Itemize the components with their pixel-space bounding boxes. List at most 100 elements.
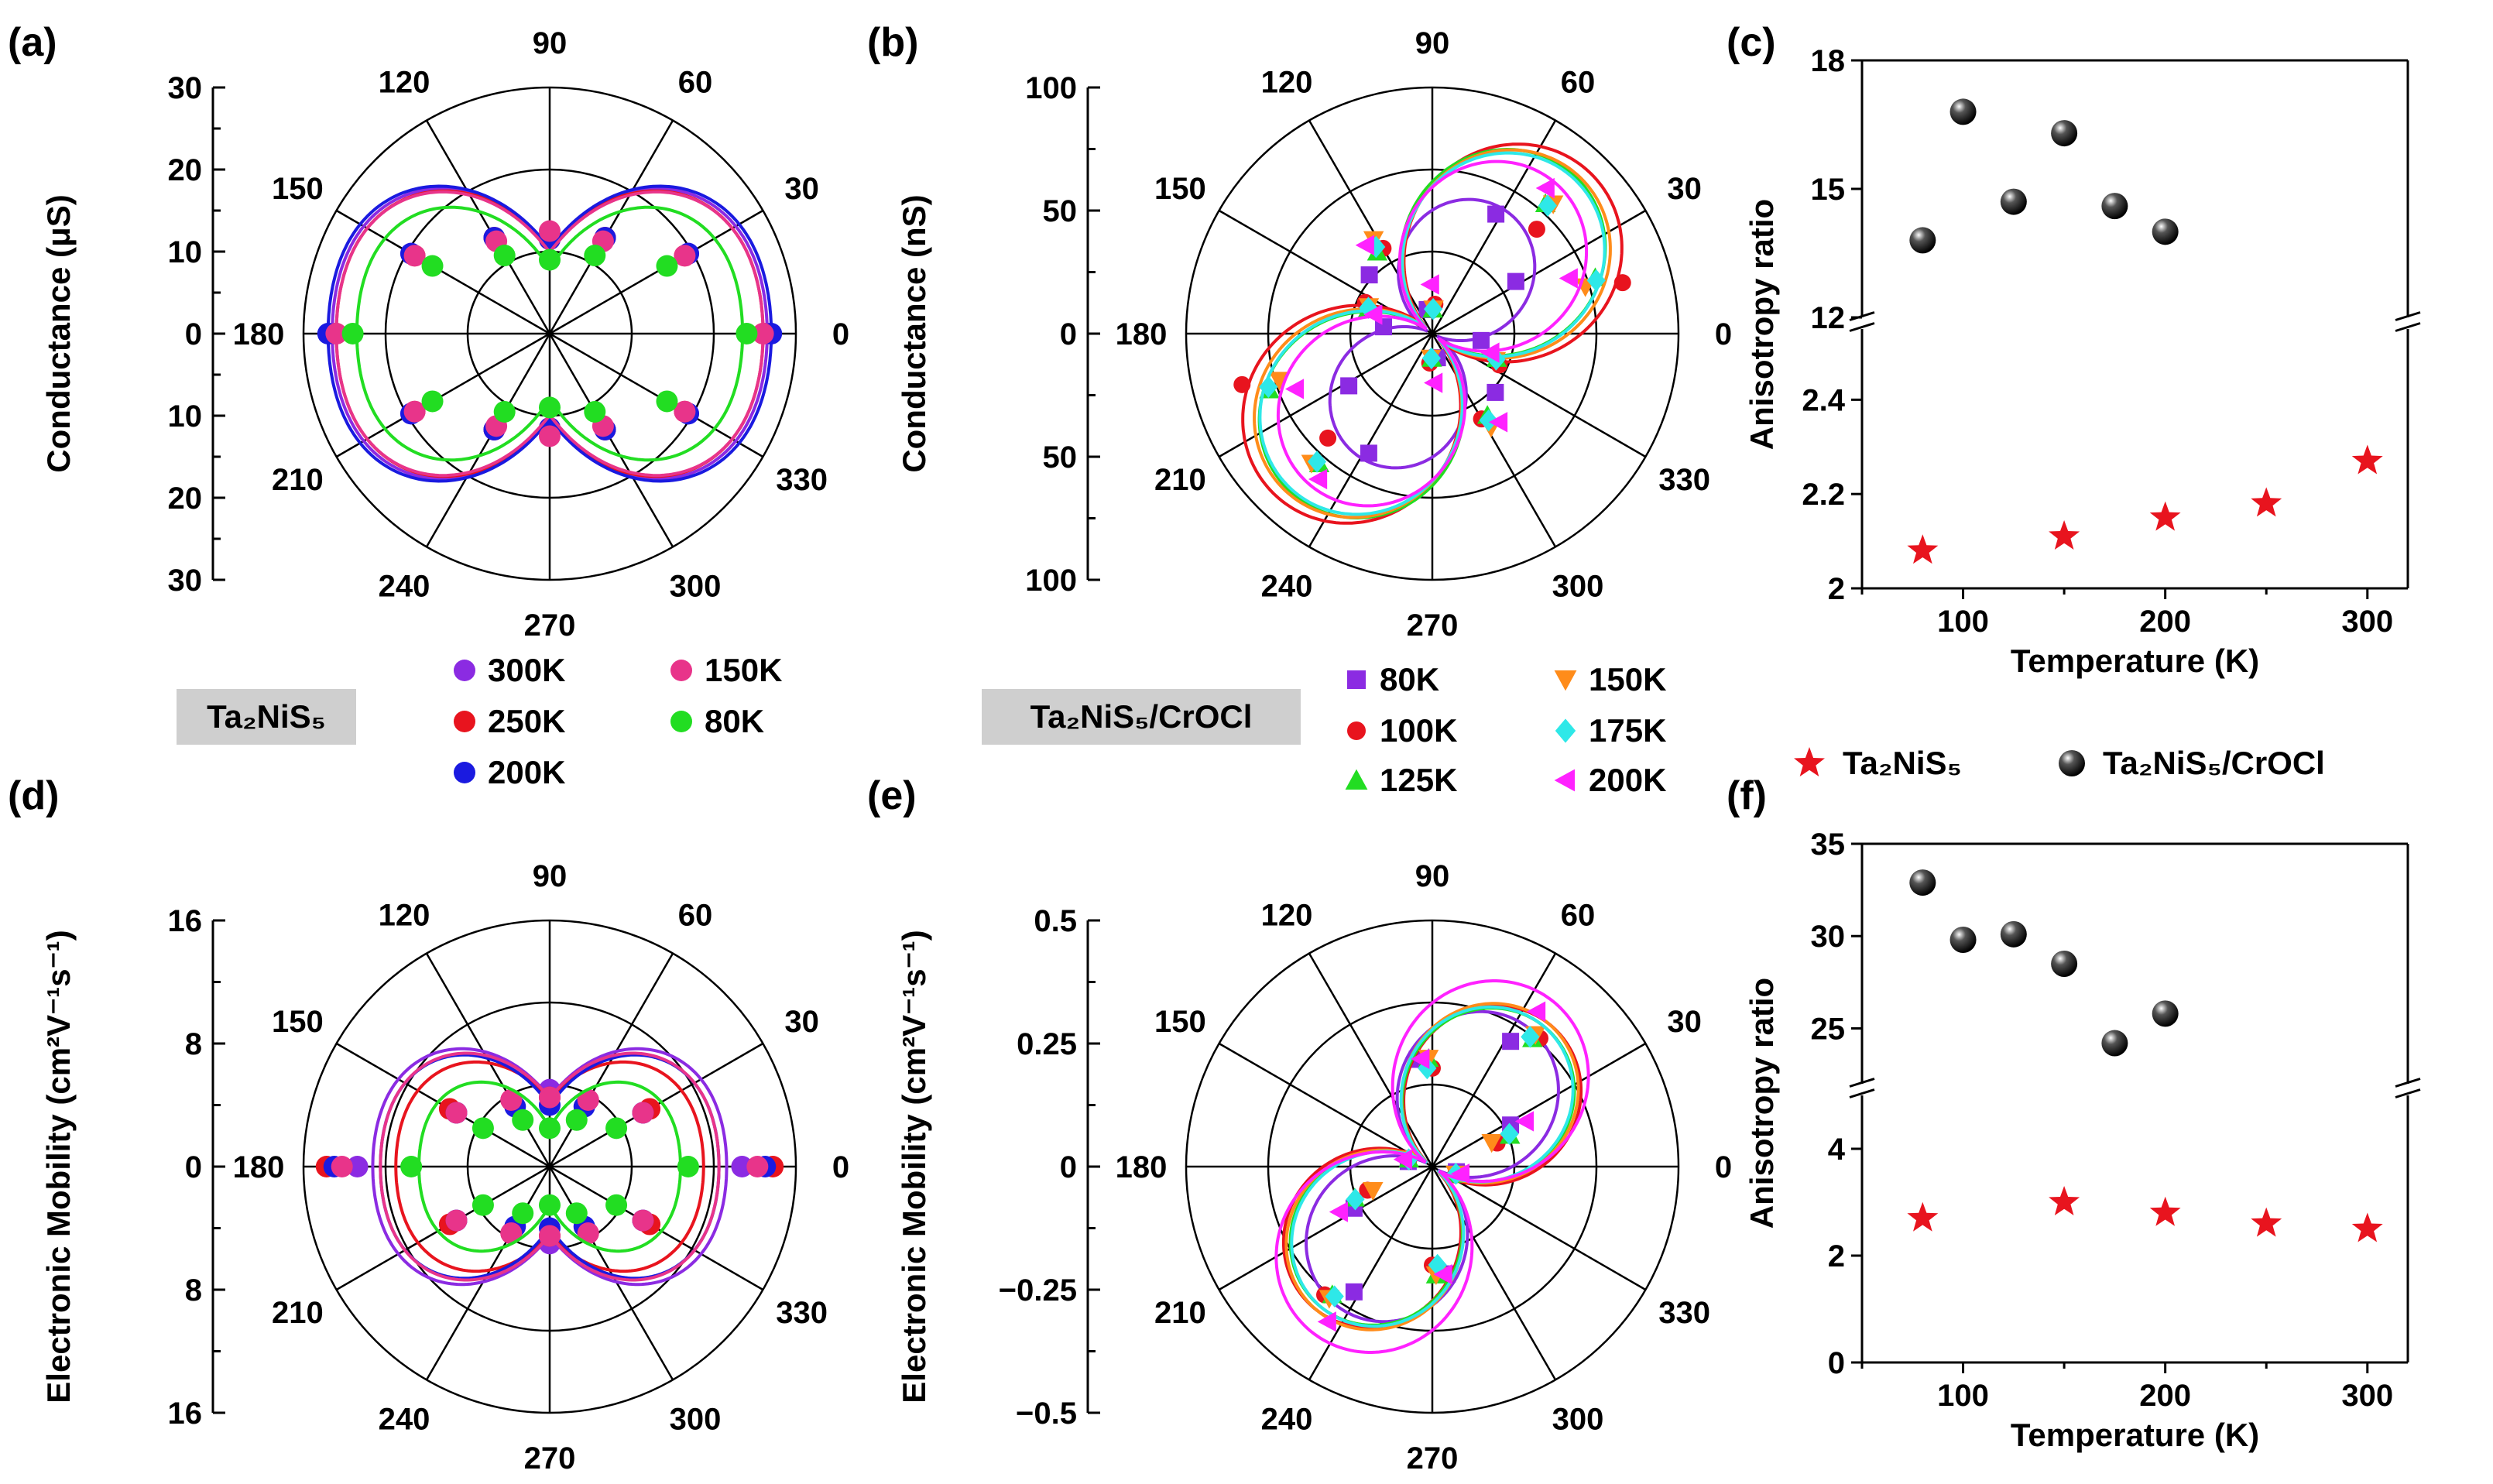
panel-label-e: (e) (867, 773, 917, 818)
data-point-star (2049, 1186, 2080, 1215)
curve-150K (379, 1051, 721, 1282)
angle-label-300: 300 (670, 1403, 722, 1437)
angle-label-240: 240 (379, 1403, 430, 1437)
axis-break-mark (2395, 311, 2421, 321)
polar-spoke (335, 332, 550, 458)
data-point-sphere (2152, 218, 2179, 245)
marker-80K (539, 1117, 561, 1140)
marker-300K (346, 1156, 369, 1177)
polar-spoke (1432, 1042, 1647, 1168)
radial-tick-label: 0 (1060, 1150, 1077, 1184)
panel-label-b: (b) (867, 20, 918, 65)
data-point-sphere (2101, 1030, 2128, 1057)
x-axis-label: Temperature (K) (2011, 1417, 2259, 1453)
y-tick-label: 4 (1828, 1133, 1846, 1167)
angle-label-60: 60 (1561, 898, 1596, 932)
marker-100K (1319, 429, 1337, 447)
angle-label-60: 60 (678, 898, 713, 932)
marker-200K (1317, 1311, 1336, 1332)
y-tick-label: 35 (1811, 828, 1846, 862)
curve-250K (394, 1060, 705, 1273)
y-tick-label: 0 (1828, 1346, 1845, 1380)
polar-spoke (425, 119, 551, 334)
angle-label-30: 30 (784, 1005, 819, 1039)
data-point-star (2251, 1207, 2282, 1237)
curve-175K (1290, 1005, 1575, 1328)
radial-tick-label: 10 (168, 235, 203, 269)
polar-spoke (548, 952, 674, 1167)
y-axis-label: Electronic Mobility (cm²V⁻¹s⁻¹) (896, 930, 932, 1403)
angle-label-300: 300 (1552, 1403, 1604, 1437)
legend-b-label: Ta₂NiS₅/CrOCl (1030, 698, 1253, 735)
x-tick-label: 100 (1937, 1379, 1989, 1413)
angle-label-180: 180 (233, 317, 285, 351)
axis-break-mark (1849, 322, 1875, 332)
marker-150K (1269, 372, 1290, 391)
x-tick-label: 300 (2341, 1379, 2393, 1413)
polar-spoke (549, 209, 764, 335)
angle-label-270: 270 (1407, 608, 1459, 643)
polar-spoke (1308, 119, 1434, 334)
radial-tick-label: 8 (185, 1273, 202, 1307)
radial-tick-label: 16 (168, 904, 203, 938)
marker-175K (1307, 451, 1327, 473)
marker-80K (493, 245, 516, 267)
axis-break-mark (2395, 322, 2421, 332)
y-tick-label: 18 (1811, 44, 1846, 78)
marker-175K (1325, 1285, 1344, 1307)
marker-150K (1363, 1181, 1384, 1201)
marker-80K (1340, 377, 1358, 395)
legend-a-marker-80K (670, 711, 692, 732)
angle-label-270: 270 (524, 608, 576, 643)
marker-80K (493, 400, 516, 423)
data-point-sphere (1949, 98, 1977, 125)
legend-b-marker-80K (1347, 670, 1366, 689)
marker-80K (1507, 272, 1524, 290)
legend-ta2nis5: Ta₂NiS₅ 300K 150K 250K 80K 200K (177, 652, 782, 790)
marker-150K (632, 1102, 654, 1124)
marker-150K (539, 1225, 561, 1247)
y-tick-label: 15 (1811, 173, 1846, 207)
polar-spoke (1308, 1166, 1434, 1381)
marker-100K (1613, 274, 1631, 292)
polar-spoke (548, 333, 674, 548)
marker-200K (1393, 1149, 1412, 1170)
marker-150K (325, 323, 348, 344)
y-tick-label: 2.2 (1802, 478, 1845, 512)
polar-spoke (1218, 1042, 1433, 1168)
legend-cf-item-ta2nis5-crocl: Ta₂NiS₅/CrOCl (2103, 745, 2325, 781)
panel-d-polar-mobility: 0 30 60 90 120 150 180 210 240 270 300 330 16 8 0 8 16 El… (40, 859, 849, 1475)
y-axis-label: Electronic Mobility (cm²V⁻¹s⁻¹) (40, 930, 77, 1403)
marker-80K (1472, 331, 1490, 349)
angle-label-30: 30 (1667, 172, 1702, 206)
x-tick-label: 200 (2139, 605, 2191, 639)
angle-label-330: 330 (776, 1296, 828, 1330)
panel-e-polar-mobility: 0 30 60 90 120 150 180 210 240 270 300 330 0.5 0.25 0 −… (896, 859, 1732, 1475)
angle-label-60: 60 (1561, 65, 1596, 99)
angle-label-120: 120 (379, 65, 430, 99)
marker-80K (472, 1194, 494, 1216)
marker-80K (584, 245, 606, 267)
panel-f-anisotropy-ratio: 25 30 35 0 2 4 100 200 300 Temperature (K) Anisotr… (1744, 828, 2421, 1453)
marker-150K (445, 1209, 468, 1232)
marker-80K (1487, 205, 1505, 223)
y-axis-label: Anisotropy ratio (1744, 199, 1780, 450)
data-point-star (2351, 444, 2383, 475)
polar-spoke (335, 209, 550, 335)
marker-80K (1502, 1033, 1520, 1050)
angle-label-210: 210 (272, 1296, 324, 1330)
marker-80K (736, 323, 758, 344)
panel-label-c: (c) (1727, 20, 1776, 65)
radial-tick-label: 0.25 (1017, 1027, 1077, 1061)
marker-175K (1259, 375, 1278, 399)
marker-80K (656, 255, 678, 277)
legend-a-item-80K: 80K (705, 703, 764, 739)
x-tick-label: 300 (2341, 605, 2393, 639)
marker-80K (605, 1117, 628, 1140)
marker-200K (1329, 1201, 1348, 1222)
marker-150K (674, 245, 696, 267)
marker-175K (1479, 409, 1498, 432)
curve-200K (1274, 979, 1590, 1354)
legend-cf-item-ta2nis5: Ta₂NiS₅ (1843, 745, 1962, 781)
legend-a-item-150K: 150K (705, 652, 782, 688)
